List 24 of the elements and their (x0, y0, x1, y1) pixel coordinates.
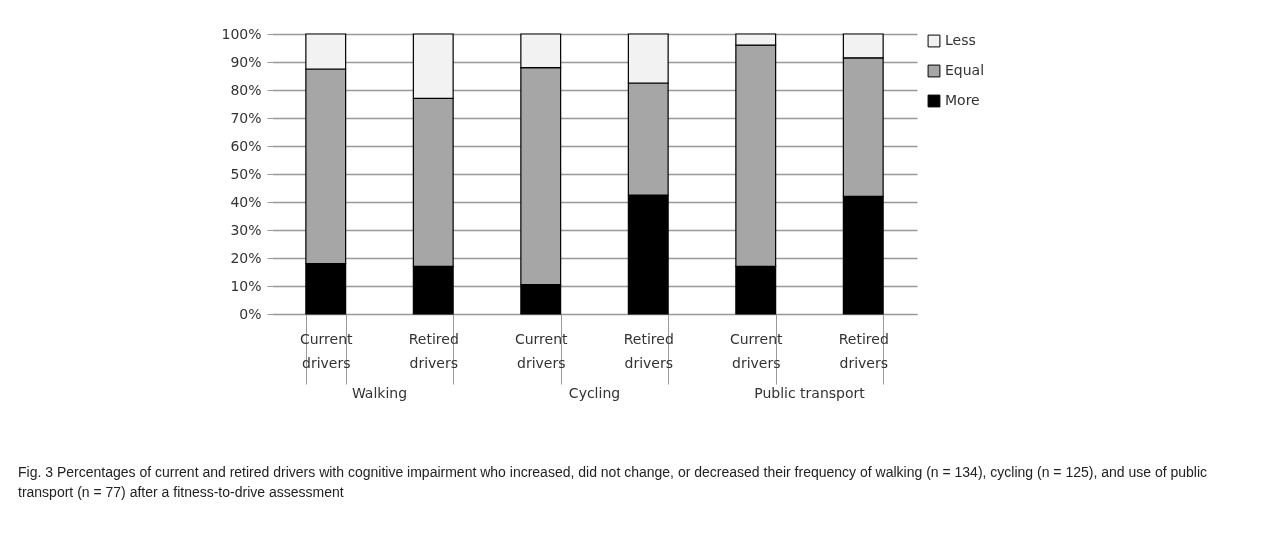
y-tick-label: 50% (230, 165, 262, 182)
x-tick-label: Retired drivers (408, 330, 459, 371)
y-tick-label: 0% (239, 305, 262, 322)
y-tick-label: 10% (230, 277, 262, 294)
x-tick-label: Retired drivers (623, 330, 674, 371)
x-tick-label: Current drivers (299, 330, 354, 371)
y-tick-label: 40% (230, 193, 262, 210)
legend-label: More (945, 92, 980, 108)
y-tick-label: 100% (221, 25, 262, 42)
caption: Fig. 3 Percentages of current and retired drivers with cognitive impairment who increased, did not change, or decreased their frequency of walking (n = 134), cycling (n = 125), and use of public transport (n = 77) after a fitness-to-drive assessment (18, 463, 1209, 502)
text: Walking (351, 385, 408, 401)
y-tick-label: 90% (230, 53, 262, 70)
legend-label: Less (945, 32, 976, 48)
y-tick-label: 20% (230, 249, 262, 266)
y-tick-label: 70% (230, 109, 262, 126)
y-tick-label: 80% (230, 81, 262, 98)
text: Cycling (568, 385, 621, 401)
x-tick-label: Current drivers (729, 330, 784, 371)
x-tick-label: Current drivers (514, 330, 569, 371)
y-tick-label: 60% (230, 137, 262, 154)
legend-label: Equal (945, 62, 985, 78)
y-tick-label: 30% (230, 221, 262, 238)
text: Public transport (754, 385, 866, 401)
x-tick-label: Retired drivers (838, 330, 889, 371)
